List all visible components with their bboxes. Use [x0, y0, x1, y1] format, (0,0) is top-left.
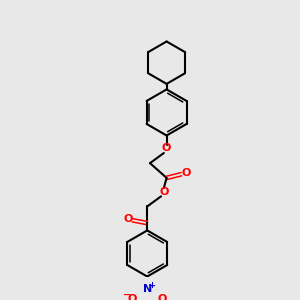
Text: O: O [159, 187, 169, 197]
Text: O: O [123, 214, 133, 224]
Text: O: O [162, 143, 171, 153]
Text: −: − [123, 290, 131, 300]
Text: O: O [157, 294, 167, 300]
Text: +: + [148, 281, 155, 290]
Text: O: O [181, 168, 190, 178]
Text: N: N [142, 284, 152, 294]
Text: O: O [128, 294, 137, 300]
